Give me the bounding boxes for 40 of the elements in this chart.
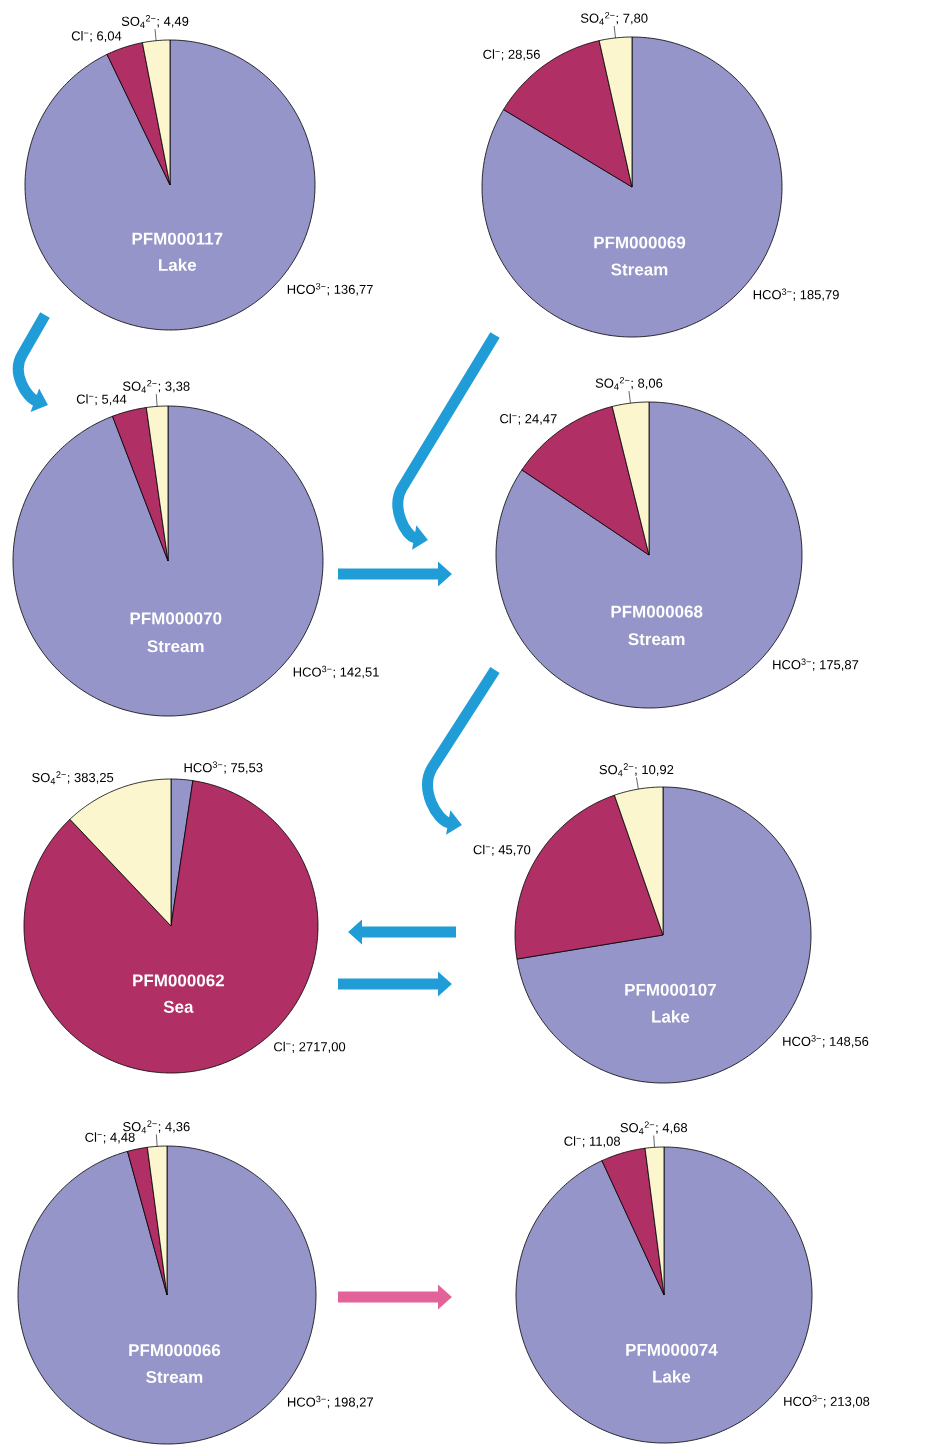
text: Stream [146, 1370, 203, 1383]
text: Lake [652, 1010, 690, 1023]
text: Lake [653, 1370, 691, 1383]
text: Sea [163, 1000, 194, 1013]
data-label: SO$_{4}$$^{2−}$; 7,80 [580, 11, 648, 25]
data-label: HCO$^{3−}$; 75,53 [184, 761, 263, 774]
text: PFM000068 [611, 605, 703, 618]
text: Stream [628, 633, 685, 646]
data-label: SO$_{4}$$^{2−}$; 8,06 [595, 376, 663, 390]
data-label: Cl$^{−}$; 45,70 [473, 844, 531, 856]
text: PFM000069 [594, 236, 686, 249]
text: Lake [159, 258, 197, 271]
data-label: HCO$^{3−}$; 198,27 [287, 1395, 373, 1409]
data-label: SO$_{4}$$^{2−}$; 4,49 [121, 15, 189, 28]
data-label: Cl$^{−}$; 5,44 [76, 394, 127, 406]
data-label: HCO$^{3−}$; 213,08 [784, 1395, 870, 1408]
data-label: Cl$^{−}$; 6,04 [71, 30, 122, 43]
text: PFM000074 [626, 1343, 718, 1356]
data-label: Cl$^{−}$; 24,47 [500, 413, 557, 425]
data-label: Cl$^{−}$; 28,56 [483, 49, 540, 61]
data-label: HCO$^{3−}$; 175,87 [773, 658, 859, 671]
data-label: SO$_{4}$$^{2−}$; 3,38 [122, 379, 190, 393]
data-label: SO$_{4}$$^{2−}$; 383,25 [32, 771, 114, 785]
text: PFM000070 [130, 612, 222, 625]
text: Stream [611, 263, 668, 276]
text: PFM000062 [133, 974, 224, 987]
data-label: Cl$^{−}$; 4,48 [85, 1132, 135, 1144]
data-label: HCO$^{3−}$; 185,79 [753, 288, 839, 301]
data-label: Cl$^{−}$; 2717,00 [274, 1041, 346, 1053]
data-label: SO$_{4}$$^{2−}$; 4,36 [123, 1120, 190, 1134]
text: PFM000117 [132, 232, 223, 245]
data-label: HCO$^{3−}$; 148,56 [783, 1035, 869, 1048]
data-label: HCO$^{3−}$; 136,77 [287, 283, 373, 296]
text: Stream [147, 640, 204, 653]
data-label: Cl$^{−}$; 11,08 [564, 1136, 621, 1148]
text: PFM000066 [129, 1344, 221, 1357]
data-label: SO$_{4}$$^{2−}$; 4,68 [620, 1121, 688, 1135]
data-label: HCO$^{3−}$; 142,51 [293, 665, 379, 679]
data-label: SO$_{4}$$^{2−}$; 10,92 [599, 763, 674, 777]
text: PFM000107 [625, 983, 716, 996]
